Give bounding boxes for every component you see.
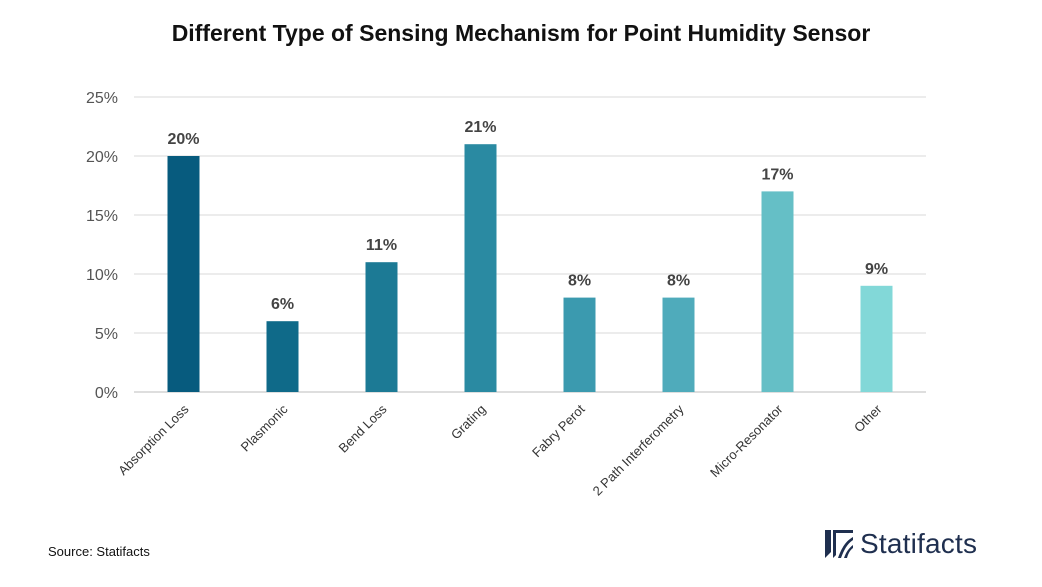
- data-label: 21%: [464, 119, 496, 136]
- brand-name: Statifacts: [860, 528, 978, 559]
- bar: [761, 191, 794, 392]
- bar: [167, 156, 200, 392]
- source-note: Source: Statifacts: [48, 544, 150, 559]
- category-label: Fabry Perot: [529, 401, 588, 460]
- bar: [365, 262, 398, 392]
- category-label: Absorption Loss: [115, 401, 192, 478]
- data-label: 8%: [568, 273, 591, 290]
- data-label: 6%: [271, 296, 294, 313]
- y-tick-label: 15%: [86, 208, 118, 225]
- brand-logo: Statifacts: [824, 528, 977, 560]
- y-tick-label: 10%: [86, 267, 118, 284]
- category-label: Plasmonic: [238, 401, 291, 454]
- bar-chart: 0% 5% 10% 15% 20% 25% 20% Absorption Loss 6% Plas…: [86, 90, 926, 498]
- y-tick-label: 25%: [86, 90, 118, 107]
- category-label: Other: [851, 401, 885, 435]
- data-label: 9%: [865, 261, 888, 278]
- y-tick-label: 5%: [95, 326, 118, 343]
- data-label: 8%: [667, 273, 690, 290]
- data-label: 11%: [366, 237, 397, 254]
- bar: [662, 297, 695, 392]
- data-label: 17%: [761, 166, 793, 183]
- category-label: Grating: [448, 402, 489, 443]
- bar: [464, 144, 497, 392]
- bar: [563, 297, 596, 392]
- statifacts-logo-icon: [824, 529, 854, 559]
- data-label: 20%: [167, 131, 199, 148]
- bar: [266, 321, 299, 392]
- category-label: Micro-Resonator: [707, 401, 786, 480]
- chart-title: Different Type of Sensing Mechanism for …: [171, 20, 871, 46]
- category-label: Bend Loss: [336, 401, 390, 455]
- category-label: 2 Path Interferometry: [590, 401, 687, 498]
- bar: [860, 285, 893, 392]
- y-tick-label: 0%: [95, 385, 118, 402]
- y-tick-label: 20%: [86, 149, 118, 166]
